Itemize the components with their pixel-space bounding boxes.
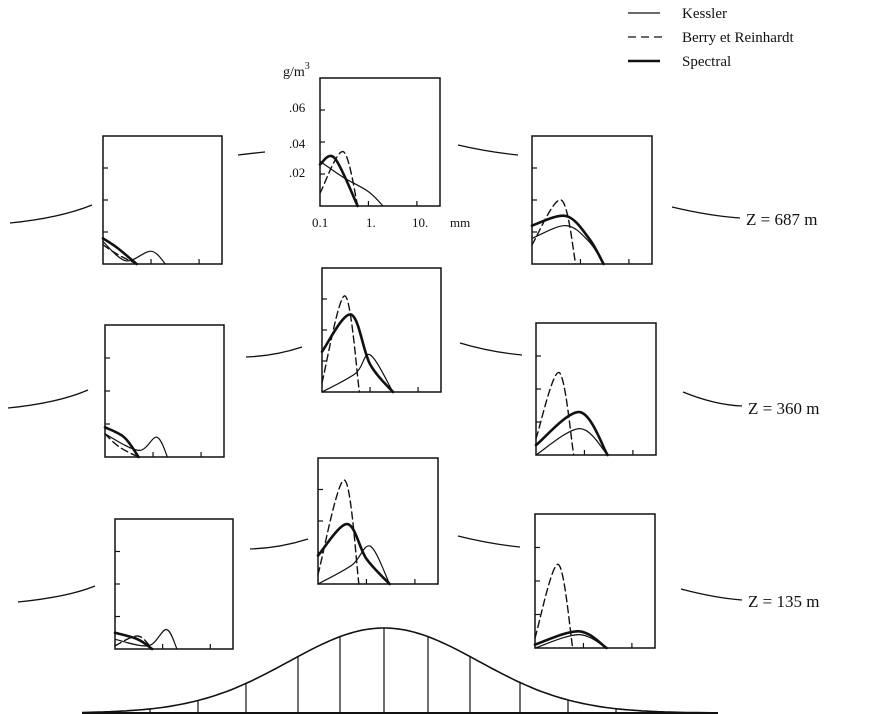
y-tick-label-02: .02 (289, 165, 305, 180)
connector-right-687 (671, 206, 741, 219)
panel-frame (534, 513, 656, 649)
connector-center-left-360 (245, 346, 303, 358)
row-label-135: Z = 135 m (748, 592, 819, 611)
connector-left-687 (9, 204, 93, 224)
x-tick-label-1: 1. (366, 215, 376, 230)
connector-center-left-135 (249, 538, 309, 550)
series-spectral (103, 426, 140, 459)
series-kessler (317, 545, 391, 585)
cloud-profile (81, 627, 718, 714)
panel-687-left (101, 135, 223, 266)
connector-left-135 (17, 585, 96, 603)
series-kessler (319, 160, 384, 207)
y-unit-label: g/m3 (283, 61, 310, 80)
series-spectral (101, 237, 138, 266)
panel-135-left (113, 518, 234, 651)
panel-frame (535, 322, 657, 456)
x-unit-label: mm (450, 215, 470, 230)
series-spectral (530, 214, 605, 266)
connector-center-right-687 (457, 144, 519, 156)
panel-frame (319, 77, 441, 207)
series-berry-et-reinhardt (321, 295, 361, 393)
legend: Kessler Berry et Reinhardt Spectral (628, 6, 794, 70)
series-spectral (534, 410, 609, 457)
connector-center-right-135 (457, 535, 521, 548)
series-berry-et-reinhardt (531, 199, 577, 265)
series-spectral (320, 313, 395, 394)
series-berry-et-reinhardt (535, 371, 575, 456)
legend-label-kessler: Kessler (682, 6, 727, 22)
series-berry-et-reinhardt (319, 150, 359, 207)
row-label-687: Z = 687 m (746, 210, 817, 229)
panel-687-center (318, 77, 441, 208)
connector-right-360 (682, 391, 743, 407)
y-tick-label-04: .04 (289, 136, 306, 151)
connector-right-135 (680, 588, 743, 601)
panels (101, 77, 657, 651)
panel-frame (317, 457, 439, 585)
y-tick-label-06: .06 (289, 100, 306, 115)
series-kessler (104, 433, 169, 458)
series-kessler (535, 428, 609, 456)
series-berry-et-reinhardt (317, 479, 360, 585)
series-berry-et-reinhardt (534, 563, 574, 649)
panel-360-center (320, 267, 442, 394)
cloud-outline (81, 627, 718, 714)
panel-frame (102, 135, 223, 265)
legend-label-spectral: Spectral (682, 54, 731, 70)
series-spectral (318, 154, 359, 208)
row-labels: Z = 687 m Z = 360 m Z = 135 m (746, 210, 819, 611)
panel-687-right (530, 135, 653, 266)
series-kessler (321, 353, 394, 393)
series-kessler (114, 628, 178, 650)
series-spectral (113, 631, 154, 651)
series-berry-et-reinhardt (104, 433, 140, 458)
panel-360-left (103, 324, 225, 459)
row-label-360: Z = 360 m (748, 399, 819, 418)
legend-label-berry: Berry et Reinhardt (682, 30, 794, 46)
x-tick-label-10: 10. (412, 215, 428, 230)
reference-axes-labels: g/m3 .06 .04 .02 0.1 1. 10. mm (283, 61, 470, 230)
panel-frame (321, 267, 442, 393)
connector-left-360 (7, 389, 89, 409)
series-spectral (533, 629, 608, 650)
panel-135-center (316, 457, 439, 586)
connector-curves (7, 144, 743, 603)
connector-center-left-687 (237, 151, 266, 156)
x-tick-label-0.1: 0.1 (312, 215, 328, 230)
connector-center-right-360 (459, 342, 523, 356)
series-spectral (316, 522, 391, 586)
panel-135-right (533, 513, 656, 650)
panel-360-right (534, 322, 657, 457)
panel-frame (114, 518, 234, 650)
